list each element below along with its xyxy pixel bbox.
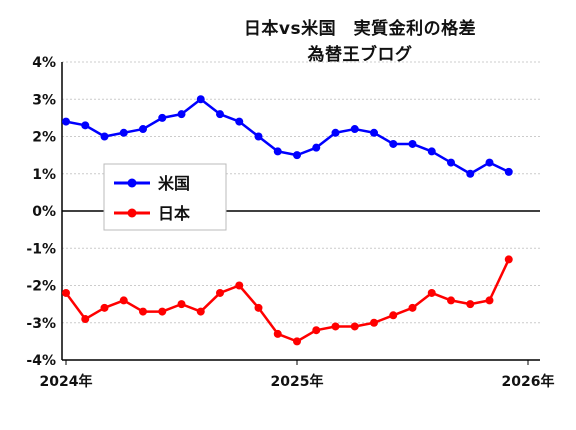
- data-point-japan: [312, 326, 321, 335]
- data-point-japan: [466, 300, 475, 309]
- data-point-japan: [485, 296, 494, 305]
- data-point-us: [504, 167, 513, 176]
- data-point-us: [293, 151, 301, 160]
- data-point-japan: [370, 318, 378, 327]
- data-point-japan: [273, 329, 282, 338]
- data-point-us: [196, 95, 205, 104]
- data-point-japan: [62, 288, 70, 297]
- data-point-japan: [389, 311, 398, 320]
- x-axis-ticks: 2024年 2025年 2026年: [40, 360, 555, 390]
- x-tick-label: 2026年: [502, 373, 555, 390]
- legend-marker-japan: [127, 208, 137, 218]
- data-point-us: [158, 113, 167, 122]
- y-tick-label: -3%: [26, 316, 56, 332]
- series-line-japan: [64, 258, 510, 343]
- legend-label-us: 米国: [158, 174, 190, 193]
- y-tick-label: -4%: [26, 353, 56, 369]
- y-tick-label: 2%: [32, 130, 56, 146]
- data-point-us: [177, 110, 186, 119]
- data-point-us: [100, 132, 109, 141]
- data-point-us: [62, 117, 70, 126]
- data-point-us: [312, 143, 321, 152]
- data-point-japan: [254, 303, 263, 312]
- data-point-japan: [100, 303, 109, 312]
- data-point-japan: [350, 322, 359, 331]
- data-point-us: [466, 169, 475, 178]
- data-point-us: [485, 158, 494, 167]
- data-point-japan: [216, 288, 224, 297]
- data-point-us: [235, 117, 244, 126]
- data-point-us: [350, 125, 359, 134]
- data-point-us: [427, 147, 436, 156]
- x-tick-label: 2025年: [271, 373, 324, 390]
- y-tick-label: -1%: [26, 241, 56, 257]
- data-point-us: [331, 128, 340, 137]
- data-point-japan: [139, 307, 147, 316]
- data-point-us: [447, 158, 455, 167]
- data-point-us: [216, 110, 224, 119]
- data-point-us: [254, 132, 263, 141]
- data-point-japan: [408, 303, 417, 312]
- data-point-us: [81, 121, 90, 130]
- y-tick-label: 3%: [32, 92, 56, 108]
- data-point-japan: [235, 281, 244, 290]
- data-point-japan: [81, 315, 90, 324]
- y-tick-label: 4%: [32, 55, 56, 71]
- data-point-us: [273, 147, 282, 156]
- legend: 米国 日本: [103, 163, 227, 231]
- data-point-japan: [293, 337, 301, 346]
- data-point-japan: [119, 296, 128, 305]
- data-point-japan: [331, 322, 340, 331]
- data-point-us: [139, 125, 147, 134]
- data-point-us: [408, 139, 417, 148]
- data-point-japan: [158, 307, 167, 316]
- data-point-us: [389, 139, 398, 148]
- chart-subtitle: 為替王ブログ: [307, 45, 413, 65]
- data-point-japan: [504, 255, 513, 264]
- x-tick-label: 2024年: [40, 373, 93, 390]
- y-tick-label: 0%: [32, 204, 56, 220]
- series-lines: [62, 95, 513, 346]
- y-tick-label: -2%: [26, 279, 56, 295]
- legend-box: [103, 163, 227, 231]
- y-tick-label: 1%: [32, 167, 56, 183]
- data-point-japan: [447, 296, 455, 305]
- legend-label-japan: 日本: [158, 204, 190, 223]
- data-point-japan: [196, 307, 205, 316]
- data-point-us: [370, 128, 378, 137]
- chart-title: 日本vs米国 実質金利の格差: [243, 19, 477, 39]
- data-point-japan: [177, 300, 186, 309]
- data-point-us: [119, 128, 128, 137]
- legend-marker-us: [127, 178, 137, 188]
- y-axis-ticks: 4% 3% 2% 1% 0% -1% -2% -3% -4%: [26, 55, 56, 369]
- data-point-japan: [427, 288, 436, 297]
